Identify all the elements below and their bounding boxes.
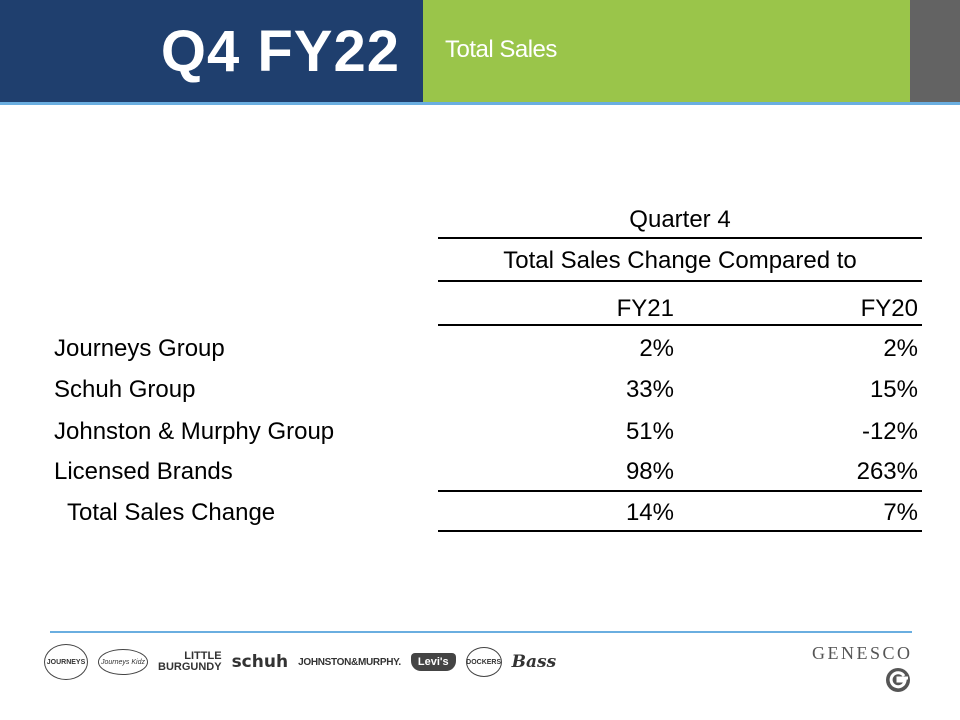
little-burgundy-logo: LITTLE BURGUNDY xyxy=(158,651,222,673)
rule-subheader xyxy=(438,280,922,282)
genesco-g-icon xyxy=(886,668,910,692)
row-label-licensed-brands: Licensed Brands xyxy=(54,458,233,485)
rule-total-top xyxy=(438,490,922,492)
slide-subtitle: Total Sales xyxy=(445,36,557,63)
row-schuh-fy21: 33% xyxy=(625,376,674,403)
row-licensed-brands-fy20: 263% xyxy=(856,458,918,485)
slide-title: Q4 FY22 xyxy=(160,19,400,84)
row-label-schuh: Schuh Group xyxy=(54,376,196,403)
little-burgundy-bottom: BURGUNDY xyxy=(158,661,222,673)
rule-total-bottom xyxy=(438,530,922,532)
rule-group xyxy=(438,237,922,239)
johnston-murphy-logo: JOHNSTON&MURPHY. xyxy=(298,656,401,668)
sub-header: Total Sales Change Compared to xyxy=(503,247,857,274)
rule-columns xyxy=(438,324,922,326)
row-johnston-murphy-fy21: 51% xyxy=(625,418,674,445)
total-fy20: 7% xyxy=(883,499,918,526)
genesco-wordmark: GENESCO xyxy=(812,643,913,663)
row-label-johnston-murphy: Johnston & Murphy Group xyxy=(54,418,335,445)
row-schuh-fy20: 15% xyxy=(869,376,918,403)
journeys-kidz-logo: Journeys Kidz xyxy=(98,649,148,675)
row-journeys-fy20: 2% xyxy=(883,335,918,362)
header-blue-panel xyxy=(0,0,423,104)
group-header: Quarter 4 xyxy=(629,206,731,233)
footer-divider xyxy=(50,631,912,633)
row-label-journeys: Journeys Group xyxy=(54,335,225,362)
total-label: Total Sales Change xyxy=(67,499,276,526)
slide-header: Q4 FY22 Total Sales xyxy=(0,0,960,105)
row-johnston-murphy-fy20: -12% xyxy=(861,418,918,445)
dockers-logo: DOCKERS xyxy=(465,647,502,677)
levis-logo: Levi's xyxy=(410,653,456,671)
column-header-fy21: FY21 xyxy=(616,295,674,322)
row-licensed-brands-fy21: 98% xyxy=(625,458,674,485)
brand-logos: JOURNEYS Journeys Kidz LITTLE BURGUNDY s… xyxy=(44,644,557,680)
little-burgundy-top: LITTLE xyxy=(184,650,222,662)
schuh-logo: schuh xyxy=(231,652,289,672)
bass-logo: Bass xyxy=(511,652,557,672)
journeys-logo: JOURNEYS xyxy=(44,644,88,680)
column-header-fy20: FY20 xyxy=(860,295,918,322)
total-fy21: 14% xyxy=(625,499,674,526)
header-gray-panel xyxy=(910,0,960,104)
header-underline xyxy=(0,102,960,105)
row-journeys-fy21: 2% xyxy=(639,335,674,362)
header-green-panel xyxy=(423,0,910,104)
